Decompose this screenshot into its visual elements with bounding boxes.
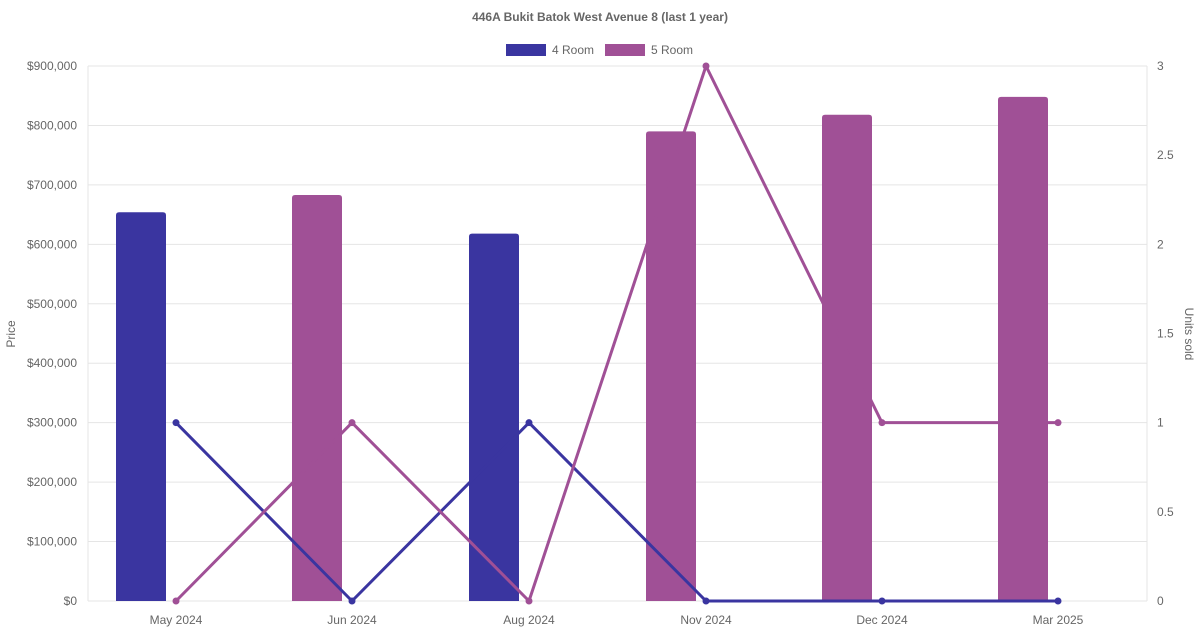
y-axis-right-title: Units sold	[1182, 308, 1196, 361]
bar-4-room-may-2024[interactable]	[116, 212, 166, 601]
bar-5-room-mar-2025[interactable]	[998, 96, 1048, 602]
legend-label-4-room: 4 Room	[552, 43, 594, 57]
left-tick-label: $400,000	[27, 356, 77, 370]
point-5-room-aug-2024[interactable]	[525, 597, 533, 605]
point-5-room-nov-2024[interactable]	[702, 62, 710, 70]
bar-series	[116, 96, 1048, 602]
x-tick-label: Nov 2024	[680, 613, 732, 627]
bar-5-room-dec-2024[interactable]	[822, 114, 872, 601]
bar-4-room-aug-2024[interactable]	[469, 233, 519, 601]
right-tick-label: 3	[1157, 59, 1164, 73]
right-tick-label: 0	[1157, 594, 1164, 608]
point-5-room-jun-2024[interactable]	[348, 419, 356, 427]
point-4-room-may-2024[interactable]	[172, 419, 180, 427]
left-tick-label: $300,000	[27, 416, 77, 430]
point-4-room-nov-2024[interactable]	[702, 597, 710, 605]
line-series	[172, 62, 1062, 605]
x-tick-label: Aug 2024	[503, 613, 555, 627]
left-tick-label: $800,000	[27, 118, 77, 132]
point-4-room-aug-2024[interactable]	[525, 419, 533, 427]
legend-label-5-room: 5 Room	[651, 43, 693, 57]
left-axis-ticks: $0 $100,000 $200,000 $300,000 $400,000 $500,0…	[27, 59, 77, 608]
point-4-room-dec-2024[interactable]	[878, 597, 886, 605]
legend-item-5-room[interactable]: 5 Room	[605, 43, 693, 57]
point-4-room-mar-2025[interactable]	[1054, 597, 1062, 605]
bar-5-room-nov-2024[interactable]	[646, 131, 696, 601]
right-tick-label: 1	[1157, 416, 1164, 430]
point-4-room-jun-2024[interactable]	[348, 597, 356, 605]
point-5-room-mar-2025[interactable]	[1054, 419, 1062, 427]
x-axis-ticks: May 2024 Jun 2024 Aug 2024 Nov 2024 Dec 2024…	[150, 613, 1084, 627]
legend: 4 Room 5 Room	[506, 43, 693, 57]
legend-swatch-4-room	[506, 44, 546, 56]
x-tick-label: Mar 2025	[1033, 613, 1084, 627]
line-5-room-units-sold	[174, 64, 1060, 603]
left-tick-label: $700,000	[27, 178, 77, 192]
chart-title: 446A Bukit Batok West Avenue 8 (last 1 y…	[472, 10, 728, 24]
legend-swatch-5-room	[605, 44, 645, 56]
left-tick-label: $0	[64, 594, 78, 608]
point-5-room-may-2024[interactable]	[172, 597, 180, 605]
right-tick-label: 1.5	[1157, 327, 1174, 341]
left-tick-label: $900,000	[27, 59, 77, 73]
x-tick-label: May 2024	[150, 613, 203, 627]
x-tick-label: Jun 2024	[327, 613, 377, 627]
point-5-room-dec-2024[interactable]	[878, 419, 886, 427]
left-tick-label: $100,000	[27, 535, 77, 549]
right-tick-label: 0.5	[1157, 505, 1174, 519]
gridlines	[87, 65, 1148, 602]
right-tick-label: 2.5	[1157, 148, 1174, 162]
right-axis-ticks: 0 0.5 1 1.5 2 2.5 3	[1157, 59, 1174, 608]
left-tick-label: $500,000	[27, 297, 77, 311]
right-tick-label: 2	[1157, 237, 1164, 251]
left-tick-label: $200,000	[27, 475, 77, 489]
x-tick-label: Dec 2024	[856, 613, 908, 627]
bar-5-room-jun-2024[interactable]	[292, 194, 342, 601]
left-tick-label: $600,000	[27, 237, 77, 251]
y-axis-left-title: Price	[4, 320, 18, 348]
line-4-room-units-sold	[174, 421, 1060, 603]
legend-item-4-room[interactable]: 4 Room	[506, 43, 594, 57]
